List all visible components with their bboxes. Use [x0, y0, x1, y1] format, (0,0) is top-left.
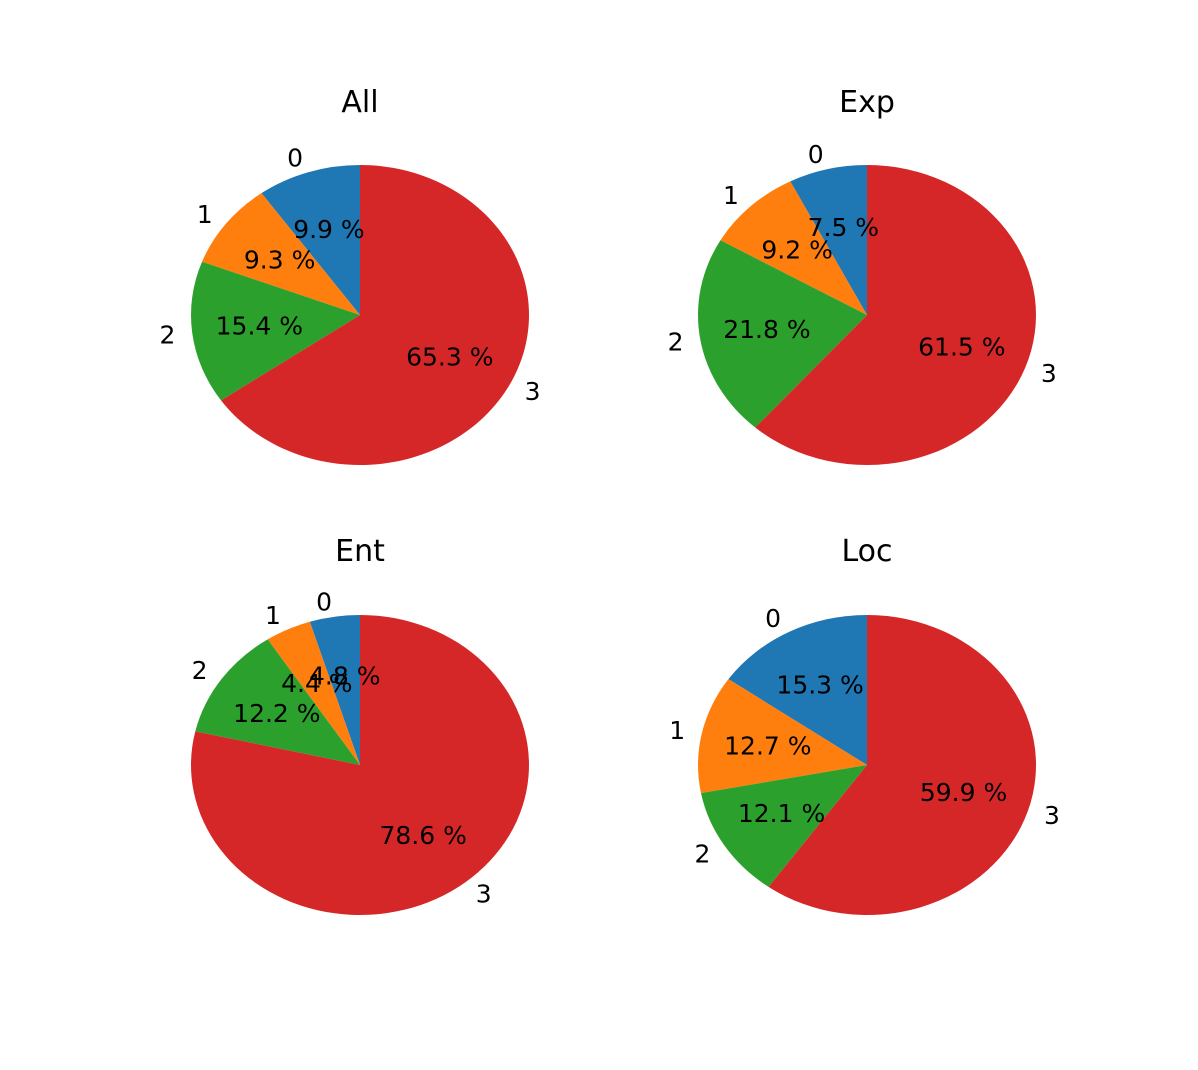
slice-percent-label: 9.9 % — [293, 215, 364, 244]
slice-category-label: 2 — [668, 327, 684, 356]
slice-category-label: 1 — [265, 601, 281, 630]
slice-percent-label: 7.5 % — [808, 213, 879, 242]
pie-slice-1 — [720, 181, 867, 315]
pie-slice-1 — [697, 679, 867, 794]
chart-title: Exp — [839, 85, 895, 120]
slice-percent-label: 21.8 % — [723, 315, 810, 344]
slice-percent-label: 59.9 % — [920, 778, 1007, 807]
pie-slice-0 — [728, 615, 867, 765]
slice-percent-label: 15.4 % — [216, 311, 303, 340]
pie-slice-2 — [698, 240, 867, 428]
slice-category-label: 2 — [160, 320, 176, 349]
pie-chart-loc: Loc 0 15.3 % 1 12.7 % 2 12.1 % 3 59.9 % — [669, 534, 1060, 915]
pie-slice-0 — [309, 615, 360, 765]
pie-chart-all: All 0 9.9 % 1 9.3 % 2 15.4 % 3 65.3 % — [160, 85, 541, 465]
pie-slice-2 — [195, 639, 360, 765]
pie-chart-exp: Exp 0 7.5 % 1 9.2 % 2 21.8 % 3 61.5 % — [668, 85, 1057, 465]
slice-category-label: 3 — [1041, 359, 1057, 388]
pie-slice-1 — [267, 621, 360, 765]
pie-slice-3 — [768, 615, 1037, 915]
slice-percent-label: 4.4 % — [281, 669, 352, 698]
slice-category-label: 0 — [316, 587, 332, 616]
chart-title: Ent — [335, 534, 385, 569]
slice-category-label: 1 — [723, 181, 739, 210]
slice-percent-label: 9.2 % — [761, 235, 832, 264]
pie-slice-0 — [261, 165, 360, 315]
pie-slice-1 — [202, 193, 360, 315]
slice-percent-label: 4.8 % — [309, 662, 380, 691]
pie-slice-3 — [755, 165, 1036, 465]
slice-percent-label: 9.3 % — [244, 246, 315, 275]
pie-slice-0 — [790, 165, 867, 315]
pie-slice-2 — [191, 261, 360, 401]
chart-title: Loc — [841, 534, 892, 569]
slice-category-label: 2 — [192, 656, 208, 685]
slice-category-label: 0 — [287, 143, 303, 172]
slice-percent-label: 12.2 % — [233, 699, 320, 728]
slice-percent-label: 61.5 % — [918, 332, 1005, 361]
slice-percent-label: 78.6 % — [379, 821, 466, 850]
slice-category-label: 0 — [765, 604, 781, 633]
slice-percent-label: 12.1 % — [738, 799, 825, 828]
chart-title: All — [341, 85, 378, 120]
slice-percent-label: 15.3 % — [776, 671, 863, 700]
slice-category-label: 3 — [1044, 801, 1060, 830]
slice-percent-label: 12.7 % — [724, 732, 811, 761]
slice-category-label: 0 — [808, 140, 824, 169]
slice-percent-label: 65.3 % — [406, 342, 493, 371]
slice-category-label: 2 — [694, 839, 710, 868]
slice-category-label: 1 — [197, 200, 213, 229]
pie-slice-3 — [190, 615, 529, 915]
slice-category-label: 3 — [476, 880, 492, 909]
pie-slice-3 — [221, 165, 529, 465]
slice-category-label: 3 — [525, 377, 541, 406]
slice-category-label: 1 — [669, 716, 685, 745]
pie-slice-2 — [700, 765, 867, 887]
